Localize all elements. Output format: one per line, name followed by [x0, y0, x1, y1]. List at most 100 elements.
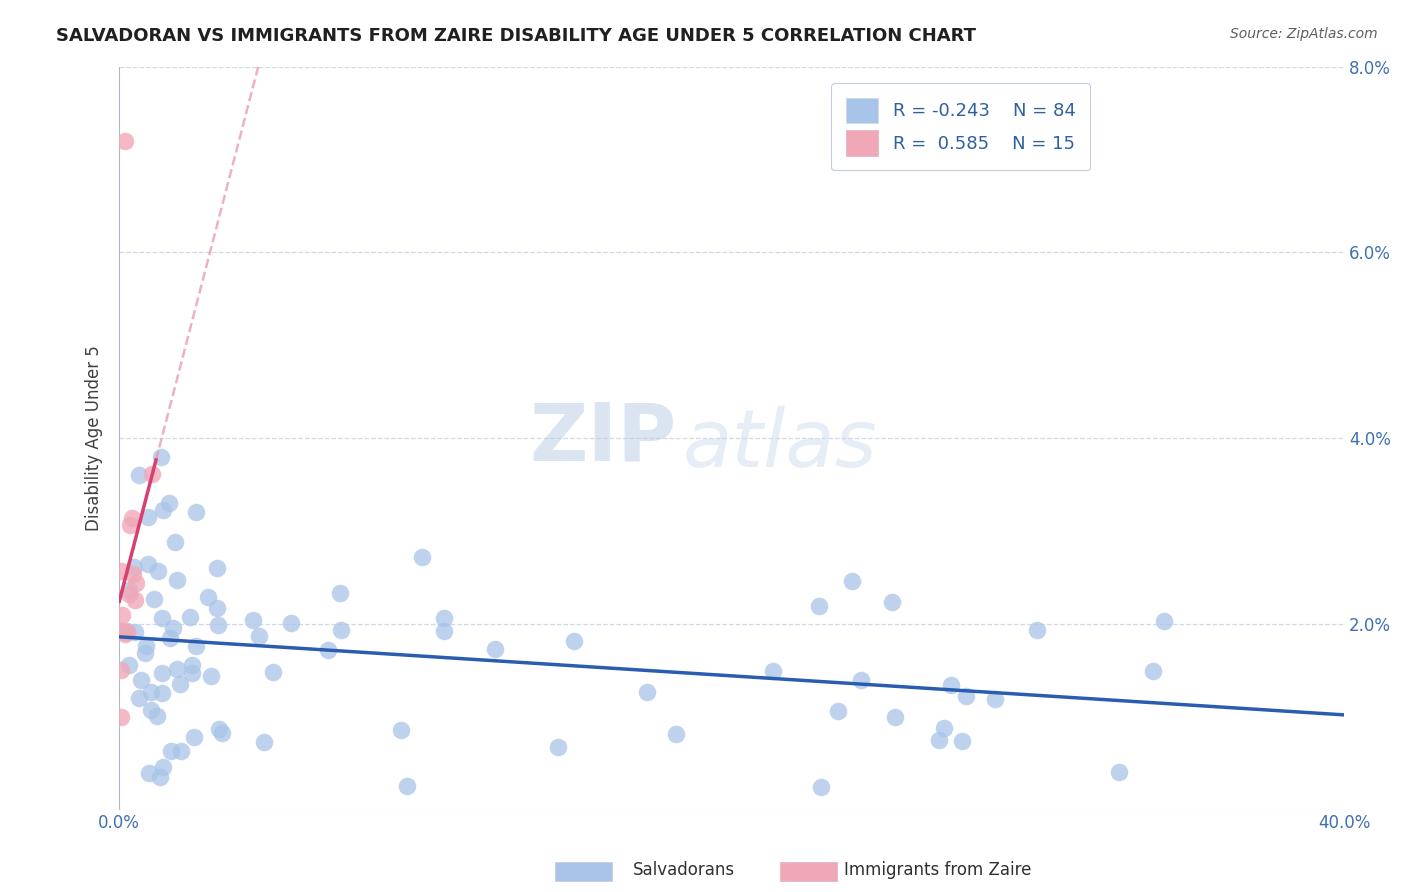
- Point: [181, 658, 204, 673]
- Point: [124, 593, 146, 607]
- Point: [827, 704, 849, 718]
- Point: [841, 574, 863, 588]
- Point: [186, 505, 208, 519]
- Point: [1153, 614, 1175, 628]
- Point: [134, 646, 156, 660]
- Point: [128, 691, 150, 706]
- Point: [122, 560, 145, 574]
- Point: [807, 599, 830, 613]
- Point: [114, 627, 136, 641]
- Point: [211, 725, 233, 739]
- Point: [159, 632, 181, 646]
- Point: [207, 601, 229, 615]
- Point: [329, 586, 352, 600]
- Point: [111, 608, 134, 623]
- Point: [124, 624, 146, 639]
- Point: [152, 611, 174, 625]
- Point: [389, 723, 412, 737]
- Point: [110, 624, 132, 638]
- Point: [180, 665, 202, 680]
- Point: [950, 733, 973, 747]
- Point: [160, 744, 183, 758]
- Point: [121, 511, 143, 525]
- Point: [141, 467, 163, 481]
- Point: [165, 535, 187, 549]
- Point: [121, 567, 143, 582]
- Point: [114, 134, 136, 148]
- Text: ZIP: ZIP: [529, 399, 676, 477]
- Point: [152, 503, 174, 517]
- Point: [118, 587, 141, 601]
- Point: [159, 496, 181, 510]
- Point: [882, 595, 904, 609]
- Point: [562, 633, 585, 648]
- Point: [142, 591, 165, 606]
- Point: [131, 673, 153, 687]
- Legend: R = -0.243    N = 84, R =  0.585    N = 15: R = -0.243 N = 84, R = 0.585 N = 15: [831, 83, 1090, 170]
- Point: [152, 760, 174, 774]
- Point: [762, 664, 785, 678]
- Point: [928, 733, 950, 747]
- Point: [247, 629, 270, 643]
- Point: [110, 564, 132, 578]
- Point: [547, 740, 569, 755]
- Point: [484, 642, 506, 657]
- Point: [984, 692, 1007, 706]
- Point: [197, 590, 219, 604]
- Point: [318, 642, 340, 657]
- Point: [136, 557, 159, 571]
- Point: [118, 583, 141, 598]
- Point: [1142, 665, 1164, 679]
- Point: [183, 730, 205, 744]
- Point: [262, 665, 284, 679]
- Point: [200, 668, 222, 682]
- Point: [115, 625, 138, 640]
- Point: [150, 450, 173, 464]
- Point: [138, 766, 160, 780]
- Point: [1025, 623, 1047, 637]
- Point: [135, 639, 157, 653]
- Point: [205, 561, 228, 575]
- Text: atlas: atlas: [683, 407, 877, 484]
- Point: [118, 657, 141, 672]
- Point: [184, 639, 207, 653]
- Point: [118, 518, 141, 533]
- Point: [207, 618, 229, 632]
- Y-axis label: Disability Age Under 5: Disability Age Under 5: [86, 345, 103, 531]
- Point: [112, 625, 135, 640]
- Point: [141, 703, 163, 717]
- Point: [433, 624, 456, 638]
- Point: [110, 663, 132, 677]
- Point: [110, 709, 132, 723]
- Point: [242, 613, 264, 627]
- Point: [330, 623, 353, 637]
- Point: [1108, 764, 1130, 779]
- Point: [411, 550, 433, 565]
- Point: [146, 564, 169, 578]
- Point: [934, 721, 956, 735]
- Point: [141, 685, 163, 699]
- Point: [162, 621, 184, 635]
- Point: [433, 611, 456, 625]
- Point: [169, 744, 191, 758]
- Point: [810, 780, 832, 795]
- Point: [883, 710, 905, 724]
- Point: [146, 709, 169, 723]
- Point: [166, 573, 188, 587]
- Text: SALVADORAN VS IMMIGRANTS FROM ZAIRE DISABILITY AGE UNDER 5 CORRELATION CHART: SALVADORAN VS IMMIGRANTS FROM ZAIRE DISA…: [56, 27, 976, 45]
- Text: Source: ZipAtlas.com: Source: ZipAtlas.com: [1230, 27, 1378, 41]
- Point: [939, 677, 962, 691]
- Point: [150, 666, 173, 681]
- Point: [280, 615, 302, 630]
- Point: [253, 735, 276, 749]
- Point: [138, 510, 160, 524]
- Point: [955, 689, 977, 703]
- Text: Immigrants from Zaire: Immigrants from Zaire: [844, 861, 1031, 879]
- Point: [128, 467, 150, 482]
- Point: [125, 576, 148, 591]
- Point: [208, 722, 231, 736]
- Point: [179, 610, 201, 624]
- Text: Salvadorans: Salvadorans: [633, 861, 735, 879]
- Point: [665, 727, 688, 741]
- Point: [115, 624, 138, 639]
